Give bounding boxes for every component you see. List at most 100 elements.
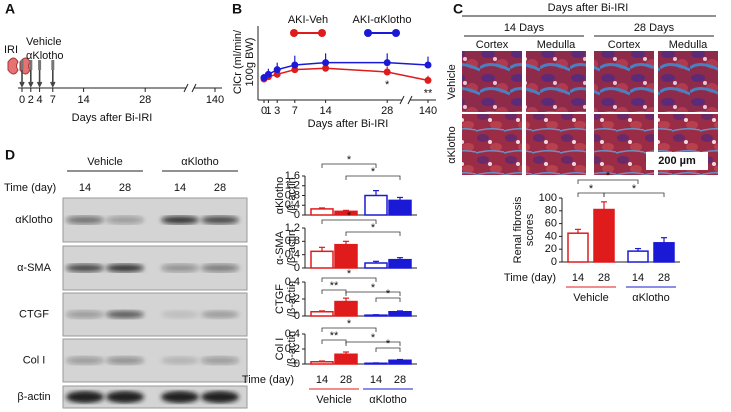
data-point [424,61,432,69]
y-tick-label: 20 [545,243,557,255]
data-point [291,61,299,69]
axis-label: Renal fibrosis [512,196,524,263]
blot-band [201,310,239,319]
x-tick-label: 28 [340,374,352,386]
blot-row-label: CTGF [19,308,49,320]
significance-bracket [603,192,665,197]
significance-mark: ** [330,330,339,342]
y-tick-label: 1.2 [285,222,300,234]
y-tick-label: 40 [545,230,557,242]
blot-band [201,391,239,403]
x-tick-label: 7 [292,105,298,117]
significance-bracket [321,327,377,332]
timeline-tick-label: 2 [28,94,34,106]
timeline-tick-label: 140 [206,94,224,106]
axis-label: /β-actin [286,230,298,266]
bar [627,250,649,263]
bar [653,242,675,263]
region-label: Medulla [669,39,708,51]
lane-label: 14 [79,182,91,194]
blot-band [66,216,104,224]
blot-band [201,356,239,365]
micrograph-image [594,114,654,175]
significance-mark: ** [330,280,339,292]
significance-bracket [321,277,377,282]
bar [567,232,589,263]
lane-label: 14 [174,182,186,194]
y-tick-label: 0.4 [285,276,300,288]
y-tick-label: 0.8 [285,235,300,247]
group-label: αKlotho [369,394,407,406]
x-tick-label: 28 [381,105,393,117]
treatment-label: Vehicle [26,36,61,48]
x-tick-label: 14 [316,374,328,386]
y-tick-label: 100 [539,192,557,204]
data-point [383,68,391,76]
bar [334,243,358,269]
legend-marker [364,29,372,37]
syringe [38,60,42,70]
micrograph-image [658,51,718,112]
region-label: Cortex [476,39,509,51]
blot-band [161,264,199,272]
x-tick-label: 28 [658,272,670,284]
y-tick-label: 0.4 [285,199,300,211]
bar [334,353,358,365]
y-tick-label: 0.4 [285,328,300,340]
significance-bracket [375,347,401,352]
x-tick-label: 28 [598,272,610,284]
blot-row-label: β-actin [17,391,50,403]
axis-label: 100g BW) [244,38,256,87]
kidney-icon [7,57,19,75]
x-tick-label: 140 [419,105,437,117]
syringe [51,60,55,70]
group-label: Vehicle [316,394,351,406]
axis-label: /β-actin [286,281,298,317]
significance-bracket [345,341,401,346]
data-point [264,70,272,78]
y-tick-label: 0.4 [285,249,300,261]
blot-band [106,216,144,224]
x-tick-label: 14 [370,374,382,386]
significance-mark: * [347,154,352,166]
legend-marker [318,29,326,37]
significance-mark: * [386,288,391,300]
data-point [383,59,391,67]
x-tick-label: 1 [265,105,271,117]
significance-bracket [345,291,401,296]
row-label: αKlotho [446,126,458,164]
x-tick-label: 14 [319,105,331,117]
axis-break [183,83,197,93]
syringe [29,60,33,70]
significance-mark: * [589,183,594,195]
blot-band [106,356,144,365]
significance-mark: * [371,332,376,344]
x-tick-label: 3 [274,105,280,117]
blot-row-label: Col I [23,354,46,366]
bar [334,300,358,317]
timeline-tick-label: 28 [139,94,151,106]
row-label: Vehicle [446,64,458,99]
legend-label: AKI-αKlotho [353,14,412,26]
legend-label: AKI-Veh [288,14,328,26]
data-point [322,59,330,67]
significance-mark: * [371,282,376,294]
x-axis-label: Time (day) [242,374,294,386]
significance-mark: * [371,166,376,178]
y-tick-label: 0.2 [285,343,300,355]
significance-mark: * [385,79,390,91]
legend-marker [290,29,298,37]
y-tick-label: 0.8 [285,189,300,201]
blot-band [106,310,144,319]
bar [388,258,412,269]
blot-row-label: α-SMA [17,262,52,274]
y-tick-label: 60 [545,218,557,230]
micrograph-image [594,51,654,112]
region-label: Medulla [537,39,576,51]
micrograph-image [526,114,586,175]
axis-label: CTGF [274,284,286,314]
blot-row-label: αKlotho [15,214,53,226]
y-tick-label: 0 [294,358,300,370]
region-label: Cortex [608,39,641,51]
significance-bracket [345,231,401,236]
